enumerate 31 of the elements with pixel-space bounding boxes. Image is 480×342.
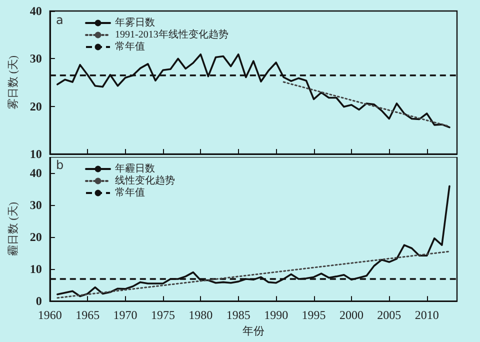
x-tick-label: 2005 [377, 308, 402, 322]
legend-label: 常年值 [115, 186, 145, 198]
x-tick-label: 1975 [150, 308, 175, 322]
y-tick-label: 20 [30, 99, 42, 114]
y-tick-label: 40 [30, 166, 42, 180]
y-tick-label: 40 [30, 4, 42, 18]
x-tick-label: 1970 [113, 308, 138, 322]
y-tick-label: 30 [30, 198, 42, 212]
legend-label: 1991-2013年线性变化趋势 [115, 28, 228, 40]
y-tick-label: 10 [30, 262, 42, 276]
x-tick-label: 1995 [302, 308, 326, 322]
x-tick-label: 1960 [38, 308, 62, 322]
annotation: a [56, 13, 64, 27]
legend-label: 常年值 [115, 40, 145, 52]
x-tick-label: 2000 [339, 308, 364, 322]
x-tick-label: 1990 [264, 308, 288, 322]
y-tick-label: 30 [30, 52, 42, 66]
y-tick-label: 0 [36, 294, 42, 308]
y-axis-title: 雾日数 (天) [8, 55, 20, 110]
legend-label: 年霾日数 [115, 162, 155, 174]
x-tick-label: 1980 [188, 308, 213, 322]
x-tick-label: 1985 [226, 308, 250, 322]
y-tick-label: 20 [30, 230, 42, 244]
x-tick-label: 2010 [414, 308, 439, 322]
y-tick-label: 10 [30, 147, 42, 161]
annotation: b [56, 158, 64, 172]
legend-label: 年雾日数 [115, 16, 155, 28]
legend-label: 线性变化趋势 [115, 174, 175, 186]
y-axis-title: 霾日数 (天) [8, 202, 20, 256]
x-axis-title: 年份 [242, 326, 264, 338]
x-tick-label: 1965 [76, 308, 100, 322]
